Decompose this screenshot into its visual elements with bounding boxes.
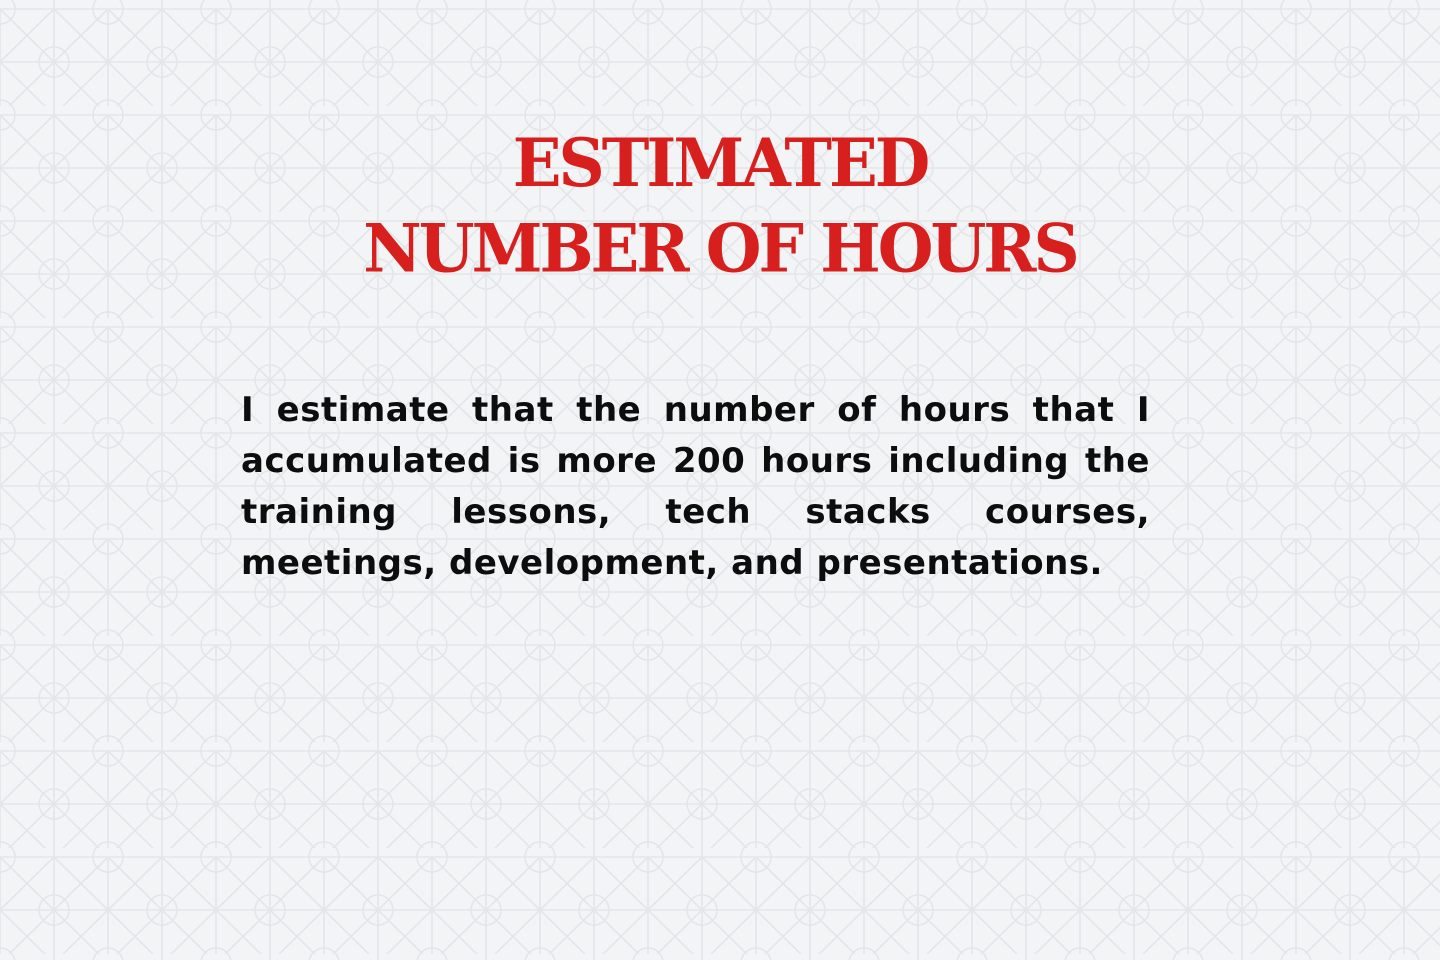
title-line-1: ESTIMATED (512, 124, 930, 203)
title-line-2: NUMBER OF HOURS (363, 210, 1079, 289)
body-paragraph: I estimate that the number of hours that… (241, 390, 1150, 583)
page-title: ESTIMATED NUMBER OF HOURS (0, 122, 1440, 293)
